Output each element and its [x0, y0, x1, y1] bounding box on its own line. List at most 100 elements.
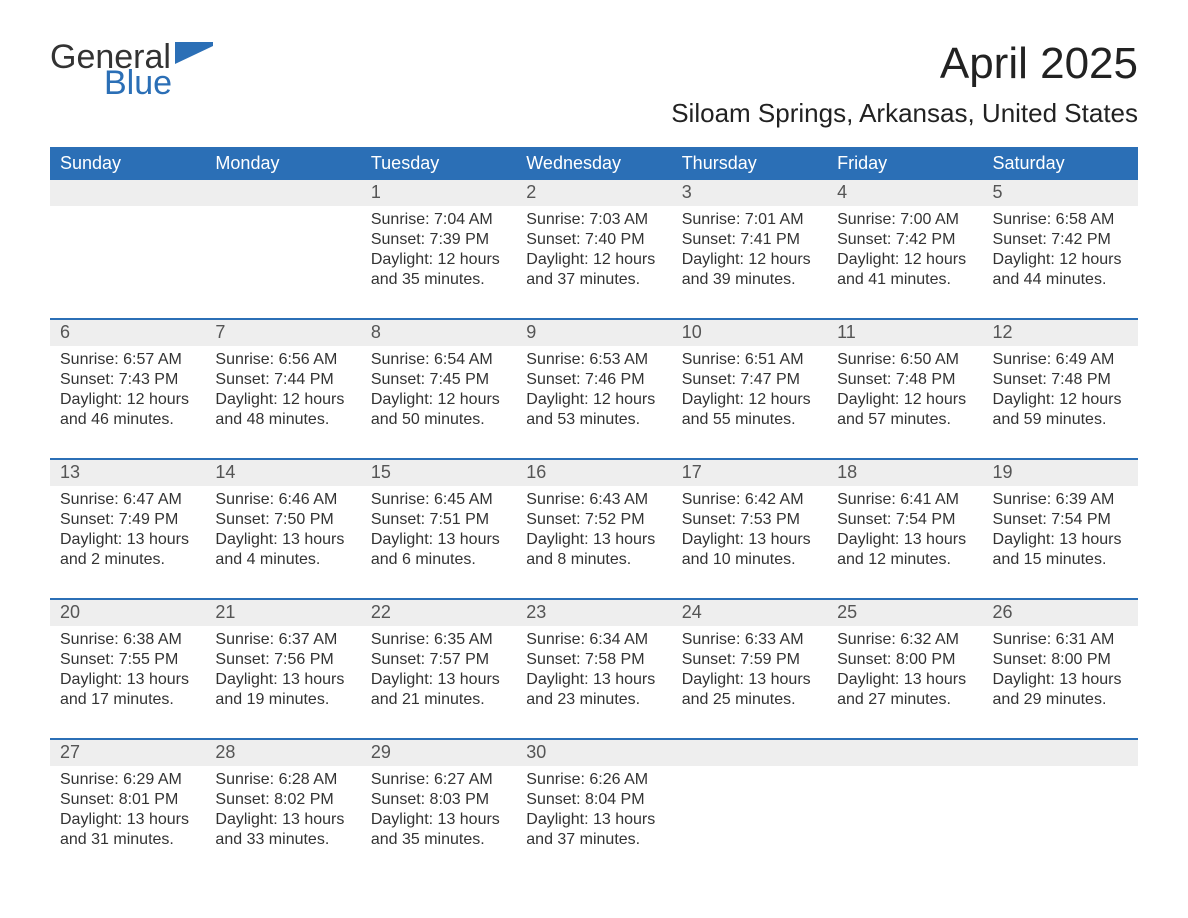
day-content-cell: Sunrise: 6:57 AMSunset: 7:43 PMDaylight:… [50, 346, 205, 442]
sunset-line: Sunset: 8:02 PM [215, 790, 350, 810]
sunrise-line: Sunrise: 6:28 AM [215, 770, 350, 790]
day-number-cell: 29 [361, 740, 516, 766]
day-content-cell: Sunrise: 6:37 AMSunset: 7:56 PMDaylight:… [205, 626, 360, 722]
day-content-cell: Sunrise: 6:46 AMSunset: 7:50 PMDaylight:… [205, 486, 360, 582]
day-content-cell: Sunrise: 6:39 AMSunset: 7:54 PMDaylight:… [983, 486, 1138, 582]
day-number-cell: 9 [516, 320, 671, 346]
day-number-cell: 27 [50, 740, 205, 766]
day-number-cell: 2 [516, 180, 671, 206]
sunrise-line: Sunrise: 6:45 AM [371, 490, 506, 510]
sunset-line: Sunset: 7:52 PM [526, 510, 661, 530]
day-number-cell [50, 180, 205, 206]
day-content-cell: Sunrise: 6:28 AMSunset: 8:02 PMDaylight:… [205, 766, 360, 862]
day-content-cell: Sunrise: 6:29 AMSunset: 8:01 PMDaylight:… [50, 766, 205, 862]
sunset-line: Sunset: 7:51 PM [371, 510, 506, 530]
sunrise-line: Sunrise: 7:01 AM [682, 210, 817, 230]
calendar-grid: SundayMondayTuesdayWednesdayThursdayFrid… [50, 147, 1138, 862]
day-number-cell: 17 [672, 460, 827, 486]
sunset-line: Sunset: 7:55 PM [60, 650, 195, 670]
day-number-cell: 4 [827, 180, 982, 206]
daylight-line: Daylight: 12 hours and 59 minutes. [993, 390, 1128, 430]
day-number-row: 13141516171819 [50, 460, 1138, 486]
daylight-line: Daylight: 13 hours and 37 minutes. [526, 810, 661, 850]
day-content-row: Sunrise: 6:57 AMSunset: 7:43 PMDaylight:… [50, 346, 1138, 442]
daylight-line: Daylight: 13 hours and 25 minutes. [682, 670, 817, 710]
day-number-row: 20212223242526 [50, 600, 1138, 626]
weekday-header-row: SundayMondayTuesdayWednesdayThursdayFrid… [50, 147, 1138, 180]
day-number-row: 27282930 [50, 740, 1138, 766]
sunrise-line: Sunrise: 6:42 AM [682, 490, 817, 510]
daylight-line: Daylight: 12 hours and 48 minutes. [215, 390, 350, 430]
daylight-line: Daylight: 12 hours and 55 minutes. [682, 390, 817, 430]
daylight-line: Daylight: 13 hours and 21 minutes. [371, 670, 506, 710]
weeks-container: 12345Sunrise: 7:04 AMSunset: 7:39 PMDayl… [50, 180, 1138, 862]
sunset-line: Sunset: 8:00 PM [993, 650, 1128, 670]
day-number-cell: 13 [50, 460, 205, 486]
sunrise-line: Sunrise: 6:39 AM [993, 490, 1128, 510]
weekday-header-cell: Wednesday [516, 147, 671, 180]
sunset-line: Sunset: 7:56 PM [215, 650, 350, 670]
day-content-cell: Sunrise: 7:04 AMSunset: 7:39 PMDaylight:… [361, 206, 516, 302]
day-content-cell: Sunrise: 6:35 AMSunset: 7:57 PMDaylight:… [361, 626, 516, 722]
day-content-cell: Sunrise: 6:42 AMSunset: 7:53 PMDaylight:… [672, 486, 827, 582]
day-number-cell: 15 [361, 460, 516, 486]
sunset-line: Sunset: 7:42 PM [837, 230, 972, 250]
day-number-cell [672, 740, 827, 766]
calendar-page: General Blue April 2025 Siloam Springs, … [0, 0, 1188, 918]
weekday-header-cell: Sunday [50, 147, 205, 180]
day-number-cell: 26 [983, 600, 1138, 626]
daylight-line: Daylight: 13 hours and 12 minutes. [837, 530, 972, 570]
location-text: Siloam Springs, Arkansas, United States [671, 98, 1138, 129]
daylight-line: Daylight: 13 hours and 19 minutes. [215, 670, 350, 710]
sunrise-line: Sunrise: 6:54 AM [371, 350, 506, 370]
day-content-cell: Sunrise: 6:41 AMSunset: 7:54 PMDaylight:… [827, 486, 982, 582]
day-content-cell: Sunrise: 6:49 AMSunset: 7:48 PMDaylight:… [983, 346, 1138, 442]
sunset-line: Sunset: 8:01 PM [60, 790, 195, 810]
weekday-header-cell: Saturday [983, 147, 1138, 180]
day-number-cell: 22 [361, 600, 516, 626]
day-number-cell [983, 740, 1138, 766]
sunrise-line: Sunrise: 6:53 AM [526, 350, 661, 370]
sunset-line: Sunset: 7:47 PM [682, 370, 817, 390]
day-number-cell: 8 [361, 320, 516, 346]
day-content-cell: Sunrise: 7:00 AMSunset: 7:42 PMDaylight:… [827, 206, 982, 302]
sunrise-line: Sunrise: 6:35 AM [371, 630, 506, 650]
daylight-line: Daylight: 13 hours and 8 minutes. [526, 530, 661, 570]
sunrise-line: Sunrise: 6:31 AM [993, 630, 1128, 650]
daylight-line: Daylight: 13 hours and 27 minutes. [837, 670, 972, 710]
day-content-cell: Sunrise: 6:50 AMSunset: 7:48 PMDaylight:… [827, 346, 982, 442]
daylight-line: Daylight: 12 hours and 53 minutes. [526, 390, 661, 430]
sunrise-line: Sunrise: 7:04 AM [371, 210, 506, 230]
day-content-row: Sunrise: 6:47 AMSunset: 7:49 PMDaylight:… [50, 486, 1138, 582]
day-number-cell: 6 [50, 320, 205, 346]
weekday-header-cell: Thursday [672, 147, 827, 180]
day-number-cell: 16 [516, 460, 671, 486]
daylight-line: Daylight: 12 hours and 41 minutes. [837, 250, 972, 290]
sunrise-line: Sunrise: 6:27 AM [371, 770, 506, 790]
sunrise-line: Sunrise: 6:43 AM [526, 490, 661, 510]
day-number-cell: 19 [983, 460, 1138, 486]
sunrise-line: Sunrise: 6:49 AM [993, 350, 1128, 370]
daylight-line: Daylight: 13 hours and 10 minutes. [682, 530, 817, 570]
daylight-line: Daylight: 12 hours and 57 minutes. [837, 390, 972, 430]
daylight-line: Daylight: 12 hours and 44 minutes. [993, 250, 1128, 290]
sunrise-line: Sunrise: 6:26 AM [526, 770, 661, 790]
day-number-cell: 10 [672, 320, 827, 346]
day-content-cell: Sunrise: 6:27 AMSunset: 8:03 PMDaylight:… [361, 766, 516, 862]
sunset-line: Sunset: 8:00 PM [837, 650, 972, 670]
logo-flag-icon [175, 42, 213, 68]
day-content-cell: Sunrise: 6:31 AMSunset: 8:00 PMDaylight:… [983, 626, 1138, 722]
day-number-cell: 30 [516, 740, 671, 766]
day-number-cell: 7 [205, 320, 360, 346]
sunset-line: Sunset: 7:54 PM [837, 510, 972, 530]
sunset-line: Sunset: 7:49 PM [60, 510, 195, 530]
sunset-line: Sunset: 7:41 PM [682, 230, 817, 250]
day-content-cell [983, 766, 1138, 862]
day-content-cell [50, 206, 205, 302]
sunrise-line: Sunrise: 6:29 AM [60, 770, 195, 790]
daylight-line: Daylight: 13 hours and 4 minutes. [215, 530, 350, 570]
day-content-cell: Sunrise: 6:56 AMSunset: 7:44 PMDaylight:… [205, 346, 360, 442]
day-number-row: 12345 [50, 180, 1138, 206]
day-content-cell: Sunrise: 6:47 AMSunset: 7:49 PMDaylight:… [50, 486, 205, 582]
day-number-cell: 5 [983, 180, 1138, 206]
